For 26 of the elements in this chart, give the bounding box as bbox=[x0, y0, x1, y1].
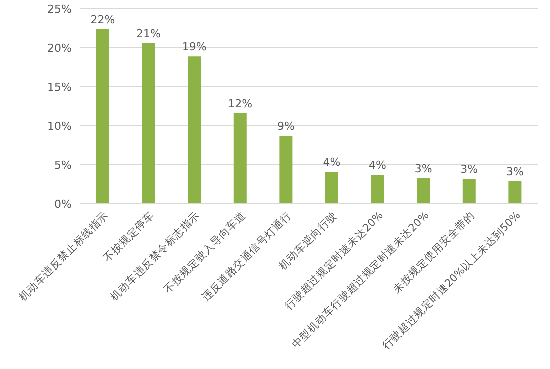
y-tick-label: 10% bbox=[48, 120, 72, 133]
data-label: 3% bbox=[506, 165, 524, 178]
bar bbox=[280, 136, 293, 204]
data-label: 19% bbox=[182, 40, 207, 54]
y-tick-label: 20% bbox=[48, 42, 72, 55]
bar bbox=[508, 181, 522, 204]
data-label: 21% bbox=[136, 27, 162, 40]
data-label: 9% bbox=[277, 120, 295, 134]
data-label: 3% bbox=[414, 162, 432, 176]
bar bbox=[96, 29, 110, 204]
bar bbox=[142, 43, 156, 204]
y-tick-label: 25% bbox=[48, 2, 72, 16]
y-tick-label: 15% bbox=[48, 80, 72, 94]
data-label: 3% bbox=[460, 163, 478, 176]
bar bbox=[188, 56, 202, 204]
data-label: 12% bbox=[228, 98, 253, 111]
data-label: 4% bbox=[369, 159, 387, 172]
y-tick-label: 0% bbox=[54, 198, 72, 211]
bar bbox=[371, 175, 384, 204]
bar bbox=[325, 172, 338, 204]
data-label: 22% bbox=[90, 13, 116, 26]
bar bbox=[462, 179, 476, 204]
bar bbox=[234, 114, 247, 204]
y-tick-label: 5% bbox=[54, 158, 72, 172]
data-label: 4% bbox=[323, 156, 341, 170]
bar bbox=[417, 178, 430, 204]
